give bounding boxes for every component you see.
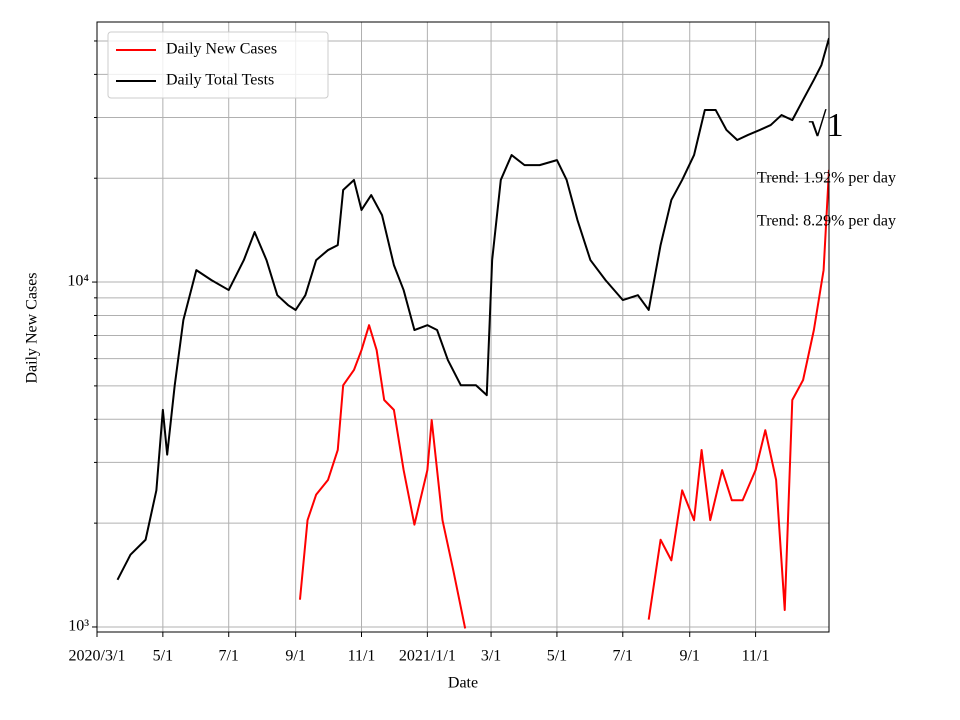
axes-frame: [96, 21, 830, 633]
x-tick-label: 3/1: [481, 648, 501, 665]
plot-area: [116, 37, 829, 629]
x-tick-label: 7/1: [613, 648, 633, 665]
series-line: [116, 37, 829, 581]
x-axis-label: Date: [448, 675, 478, 692]
legend: Daily New Cases Daily Total Tests: [107, 31, 329, 99]
x-tick-label: 9/1: [679, 648, 699, 665]
legend-label: Daily Total Tests: [166, 72, 274, 89]
x-tick-label: 11/1: [742, 648, 770, 665]
grid: [96, 22, 829, 632]
x-tick-label: 5/1: [153, 648, 173, 665]
x-tick-label: 7/1: [218, 648, 238, 665]
x-tick-label: 11/1: [348, 648, 376, 665]
legend-label: Daily New Cases: [166, 41, 277, 58]
x-tick-label: 5/1: [547, 648, 567, 665]
x-tick-label: 2021/1/1: [399, 648, 456, 665]
annotation: √1: [808, 107, 844, 144]
legend-box: [107, 31, 329, 99]
x-tick-label: 2020/3/1: [69, 648, 126, 665]
x-tick-label: 9/1: [285, 648, 305, 665]
y-tick-label: 10³: [68, 618, 89, 635]
series-line: [298, 169, 829, 629]
y-tick-label: 10⁴: [67, 273, 89, 290]
annotation: Trend: 8.29% per day: [757, 213, 896, 230]
annotation: Trend: 1.92% per day: [757, 170, 896, 187]
y-axis-label: Daily New Cases: [24, 272, 41, 383]
